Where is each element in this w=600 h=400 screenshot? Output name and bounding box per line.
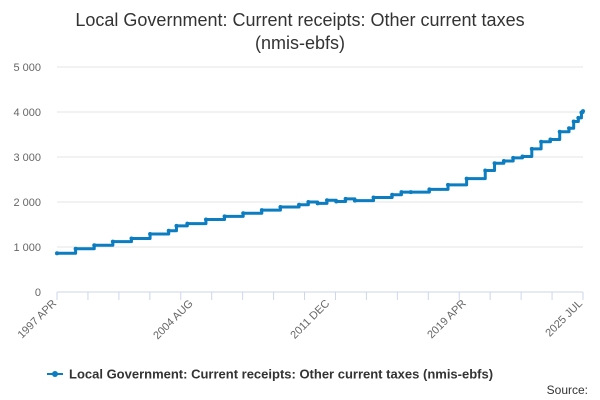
data-point[interactable] <box>529 146 534 151</box>
series-group <box>55 109 585 256</box>
data-point[interactable] <box>166 228 171 233</box>
data-point[interactable] <box>427 187 432 192</box>
source-credit[interactable]: Source: <box>547 383 588 397</box>
chart-title-line-1: Local Government: Current receipts: Othe… <box>75 10 524 30</box>
data-point[interactable] <box>399 190 404 195</box>
data-point[interactable] <box>315 201 320 206</box>
data-point[interactable] <box>464 176 469 181</box>
data-point[interactable] <box>129 236 134 241</box>
y-tick-label: 3 000 <box>13 152 41 164</box>
data-point[interactable] <box>557 129 562 134</box>
x-axis: 1997 APR 2004 AUG 2011 DEC 2019 APR 2025 JUL <box>16 291 585 342</box>
data-point[interactable] <box>390 192 395 197</box>
data-point[interactable] <box>501 159 506 164</box>
legend[interactable]: Local Government: Current receipts: Othe… <box>47 367 493 382</box>
series-line[interactable] <box>57 110 585 255</box>
data-point[interactable] <box>222 214 227 219</box>
data-point[interactable] <box>539 139 544 144</box>
data-point[interactable] <box>306 200 311 204</box>
data-point[interactable] <box>343 196 348 201</box>
y-tick-label: 5 000 <box>13 62 41 74</box>
y-tick-label: 4 000 <box>13 107 41 119</box>
data-point[interactable] <box>371 195 376 200</box>
data-point[interactable] <box>241 211 246 216</box>
legend-label[interactable]: Local Government: Current receipts: Othe… <box>69 367 493 382</box>
data-point[interactable] <box>203 217 208 222</box>
data-point[interactable] <box>297 202 302 207</box>
data-point[interactable] <box>334 199 339 204</box>
x-tick-label: 2004 AUG <box>151 298 195 342</box>
chart-title: Local Government: Current receipts: Othe… <box>75 10 524 53</box>
x-tick-label: 2019 APR <box>425 298 469 342</box>
data-point[interactable] <box>352 198 357 203</box>
data-point[interactable] <box>571 119 576 124</box>
x-tick-label: 1997 APR <box>16 298 60 342</box>
x-tick-label: 2011 DEC <box>288 298 332 342</box>
data-point[interactable] <box>92 243 97 248</box>
data-point[interactable] <box>324 198 329 203</box>
data-point[interactable] <box>446 182 451 187</box>
data-point[interactable] <box>581 109 585 114</box>
data-point[interactable] <box>511 155 516 160</box>
y-tick-label: 0 <box>35 287 41 299</box>
data-point[interactable] <box>492 161 497 166</box>
y-tick-label: 1 000 <box>13 242 41 254</box>
data-point[interactable] <box>55 251 59 256</box>
data-point[interactable] <box>576 115 581 120</box>
chart-title-line-2: (nmis-ebfs) <box>255 33 345 53</box>
data-point[interactable] <box>520 154 525 159</box>
data-point[interactable] <box>548 137 553 142</box>
y-axis: 0 1 000 2 000 3 000 4 000 5 000 <box>13 62 41 299</box>
data-point[interactable] <box>110 239 115 244</box>
data-point[interactable] <box>73 246 78 251</box>
data-point[interactable] <box>185 221 190 226</box>
data-point[interactable] <box>567 126 572 131</box>
data-point[interactable] <box>408 190 413 195</box>
y-tick-label: 2 000 <box>13 197 41 209</box>
data-point[interactable] <box>259 208 264 213</box>
x-tick-label: 2025 JUL <box>543 298 585 340</box>
data-point[interactable] <box>278 204 283 209</box>
data-point[interactable] <box>174 223 179 228</box>
data-point[interactable] <box>483 168 488 173</box>
legend-symbol-marker[interactable] <box>52 371 58 377</box>
gridlines <box>57 66 583 248</box>
data-point[interactable] <box>148 231 153 236</box>
